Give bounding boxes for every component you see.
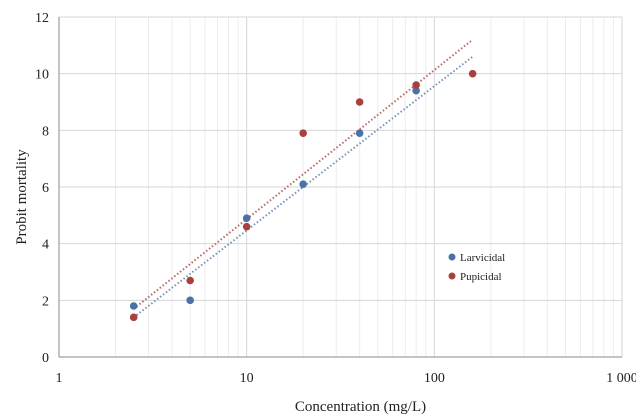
point-larvicidal — [355, 129, 364, 137]
x-tick-label: 100 — [424, 371, 445, 386]
legend-marker-pupicidal — [448, 272, 456, 280]
trendline-larvicidal — [133, 55, 474, 319]
x-tick-label: 1 000 — [606, 371, 636, 386]
point-larvicidal — [186, 296, 194, 305]
y-tick-label: 6 — [42, 181, 49, 196]
legend-label-larvicidal: Larvicidal — [460, 252, 505, 264]
y-tick-label: 4 — [42, 238, 49, 253]
point-larvicidal — [299, 180, 307, 188]
point-pupicidal — [468, 69, 477, 78]
x-tick-label: 10 — [240, 371, 254, 386]
point-pupicidal — [299, 129, 307, 137]
point-pupicidal — [412, 81, 420, 89]
trendlines — [133, 38, 474, 319]
point-larvicidal — [412, 86, 420, 95]
legend-marker-larvicidal — [448, 253, 456, 261]
axes — [58, 17, 622, 358]
y-tick-label: 2 — [42, 294, 49, 309]
x-tick-label: 1 — [56, 371, 63, 386]
point-larvicidal — [129, 302, 138, 310]
y-axis-title: Probit mortality — [14, 149, 30, 245]
y-tick-label: 0 — [42, 351, 49, 366]
y-tick-label: 10 — [35, 68, 49, 83]
point-pupicidal — [355, 98, 364, 106]
tick-labels: 0 2 4 6 8 10 12 1 10 100 1 000 — [35, 11, 636, 386]
point-larvicidal — [242, 214, 251, 222]
legend: Larvicidal Pupicidal — [448, 252, 505, 283]
grid — [58, 16, 623, 357]
data-points — [129, 69, 477, 322]
y-tick-label: 8 — [42, 124, 49, 139]
y-tick-label: 12 — [35, 11, 49, 26]
point-pupicidal — [129, 313, 138, 322]
point-pupicidal — [242, 222, 251, 231]
point-pupicidal — [186, 276, 194, 285]
legend-label-pupicidal: Pupicidal — [460, 271, 502, 283]
x-axis-title: Concentration (mg/L) — [295, 399, 426, 415]
